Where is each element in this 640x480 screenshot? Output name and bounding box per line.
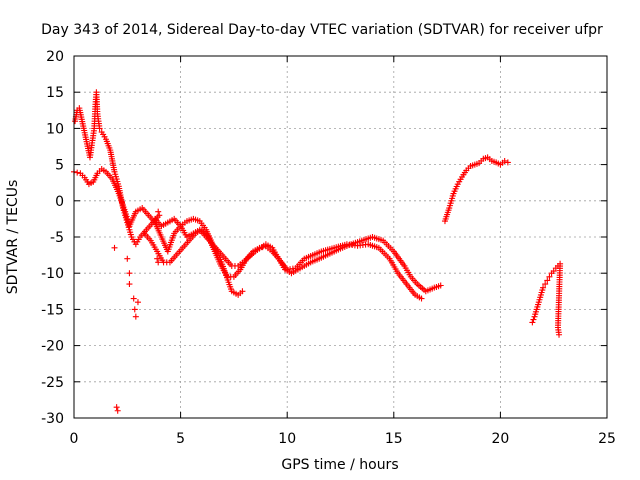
data-point — [156, 212, 163, 219]
x-tick-label: 25 — [598, 431, 616, 447]
data-point — [542, 281, 549, 288]
x-tick-label: 10 — [278, 431, 296, 447]
y-tick-label: 15 — [46, 85, 64, 101]
outlier-point — [126, 281, 133, 288]
data-point — [437, 282, 444, 289]
data-point — [96, 125, 103, 132]
x-tick-label: 0 — [70, 431, 79, 447]
data-point — [418, 295, 425, 302]
data-point — [544, 277, 551, 284]
outlier-point — [154, 255, 161, 262]
x-axis-label: GPS time / hours — [281, 457, 398, 473]
data-point — [504, 159, 511, 166]
data-point — [546, 273, 553, 280]
outlier-point — [130, 295, 137, 302]
outlier-point — [134, 299, 141, 306]
x-tick-label: 15 — [385, 431, 403, 447]
data-point — [540, 284, 547, 291]
outlier-point — [111, 244, 118, 251]
data-point — [239, 288, 246, 295]
outlier-point — [132, 313, 139, 320]
y-tick-label: -30 — [41, 411, 64, 427]
data-point — [556, 331, 563, 338]
outlier-point — [131, 306, 138, 313]
chart-title: Day 343 of 2014, Sidereal Day-to-day VTE… — [41, 22, 603, 38]
outlier-point — [124, 255, 131, 262]
outlier-point — [126, 270, 133, 277]
outlier-point — [113, 404, 120, 411]
x-tick-label: 5 — [176, 431, 185, 447]
y-tick-label: -10 — [41, 266, 64, 282]
outlier-point — [114, 407, 121, 414]
outlier-point — [155, 259, 162, 266]
data-point — [530, 316, 537, 323]
y-tick-label: -25 — [41, 375, 64, 391]
y-tick-label: -15 — [41, 302, 64, 318]
plot-frame — [73, 55, 608, 419]
x-tick-label: 20 — [491, 431, 509, 447]
y-tick-label: -5 — [50, 230, 64, 246]
y-tick-label: 20 — [46, 49, 64, 65]
data-point — [74, 169, 81, 176]
y-tick-label: 5 — [55, 158, 64, 174]
data-point — [529, 319, 536, 326]
y-tick-label: -20 — [41, 339, 64, 355]
y-axis-label: SDTVAR / TECUs — [5, 180, 21, 295]
axis-ticks: 0 5 10 15 20 25 20 15 10 5 0 -5 -10 -15 -20 -25 -30 — [41, 49, 616, 447]
grid-lines — [74, 56, 607, 418]
data-points — [71, 89, 564, 414]
outlier-point — [155, 208, 162, 215]
y-tick-label: 10 — [46, 121, 64, 137]
y-tick-label: 0 — [55, 194, 64, 210]
data-point — [501, 157, 508, 164]
